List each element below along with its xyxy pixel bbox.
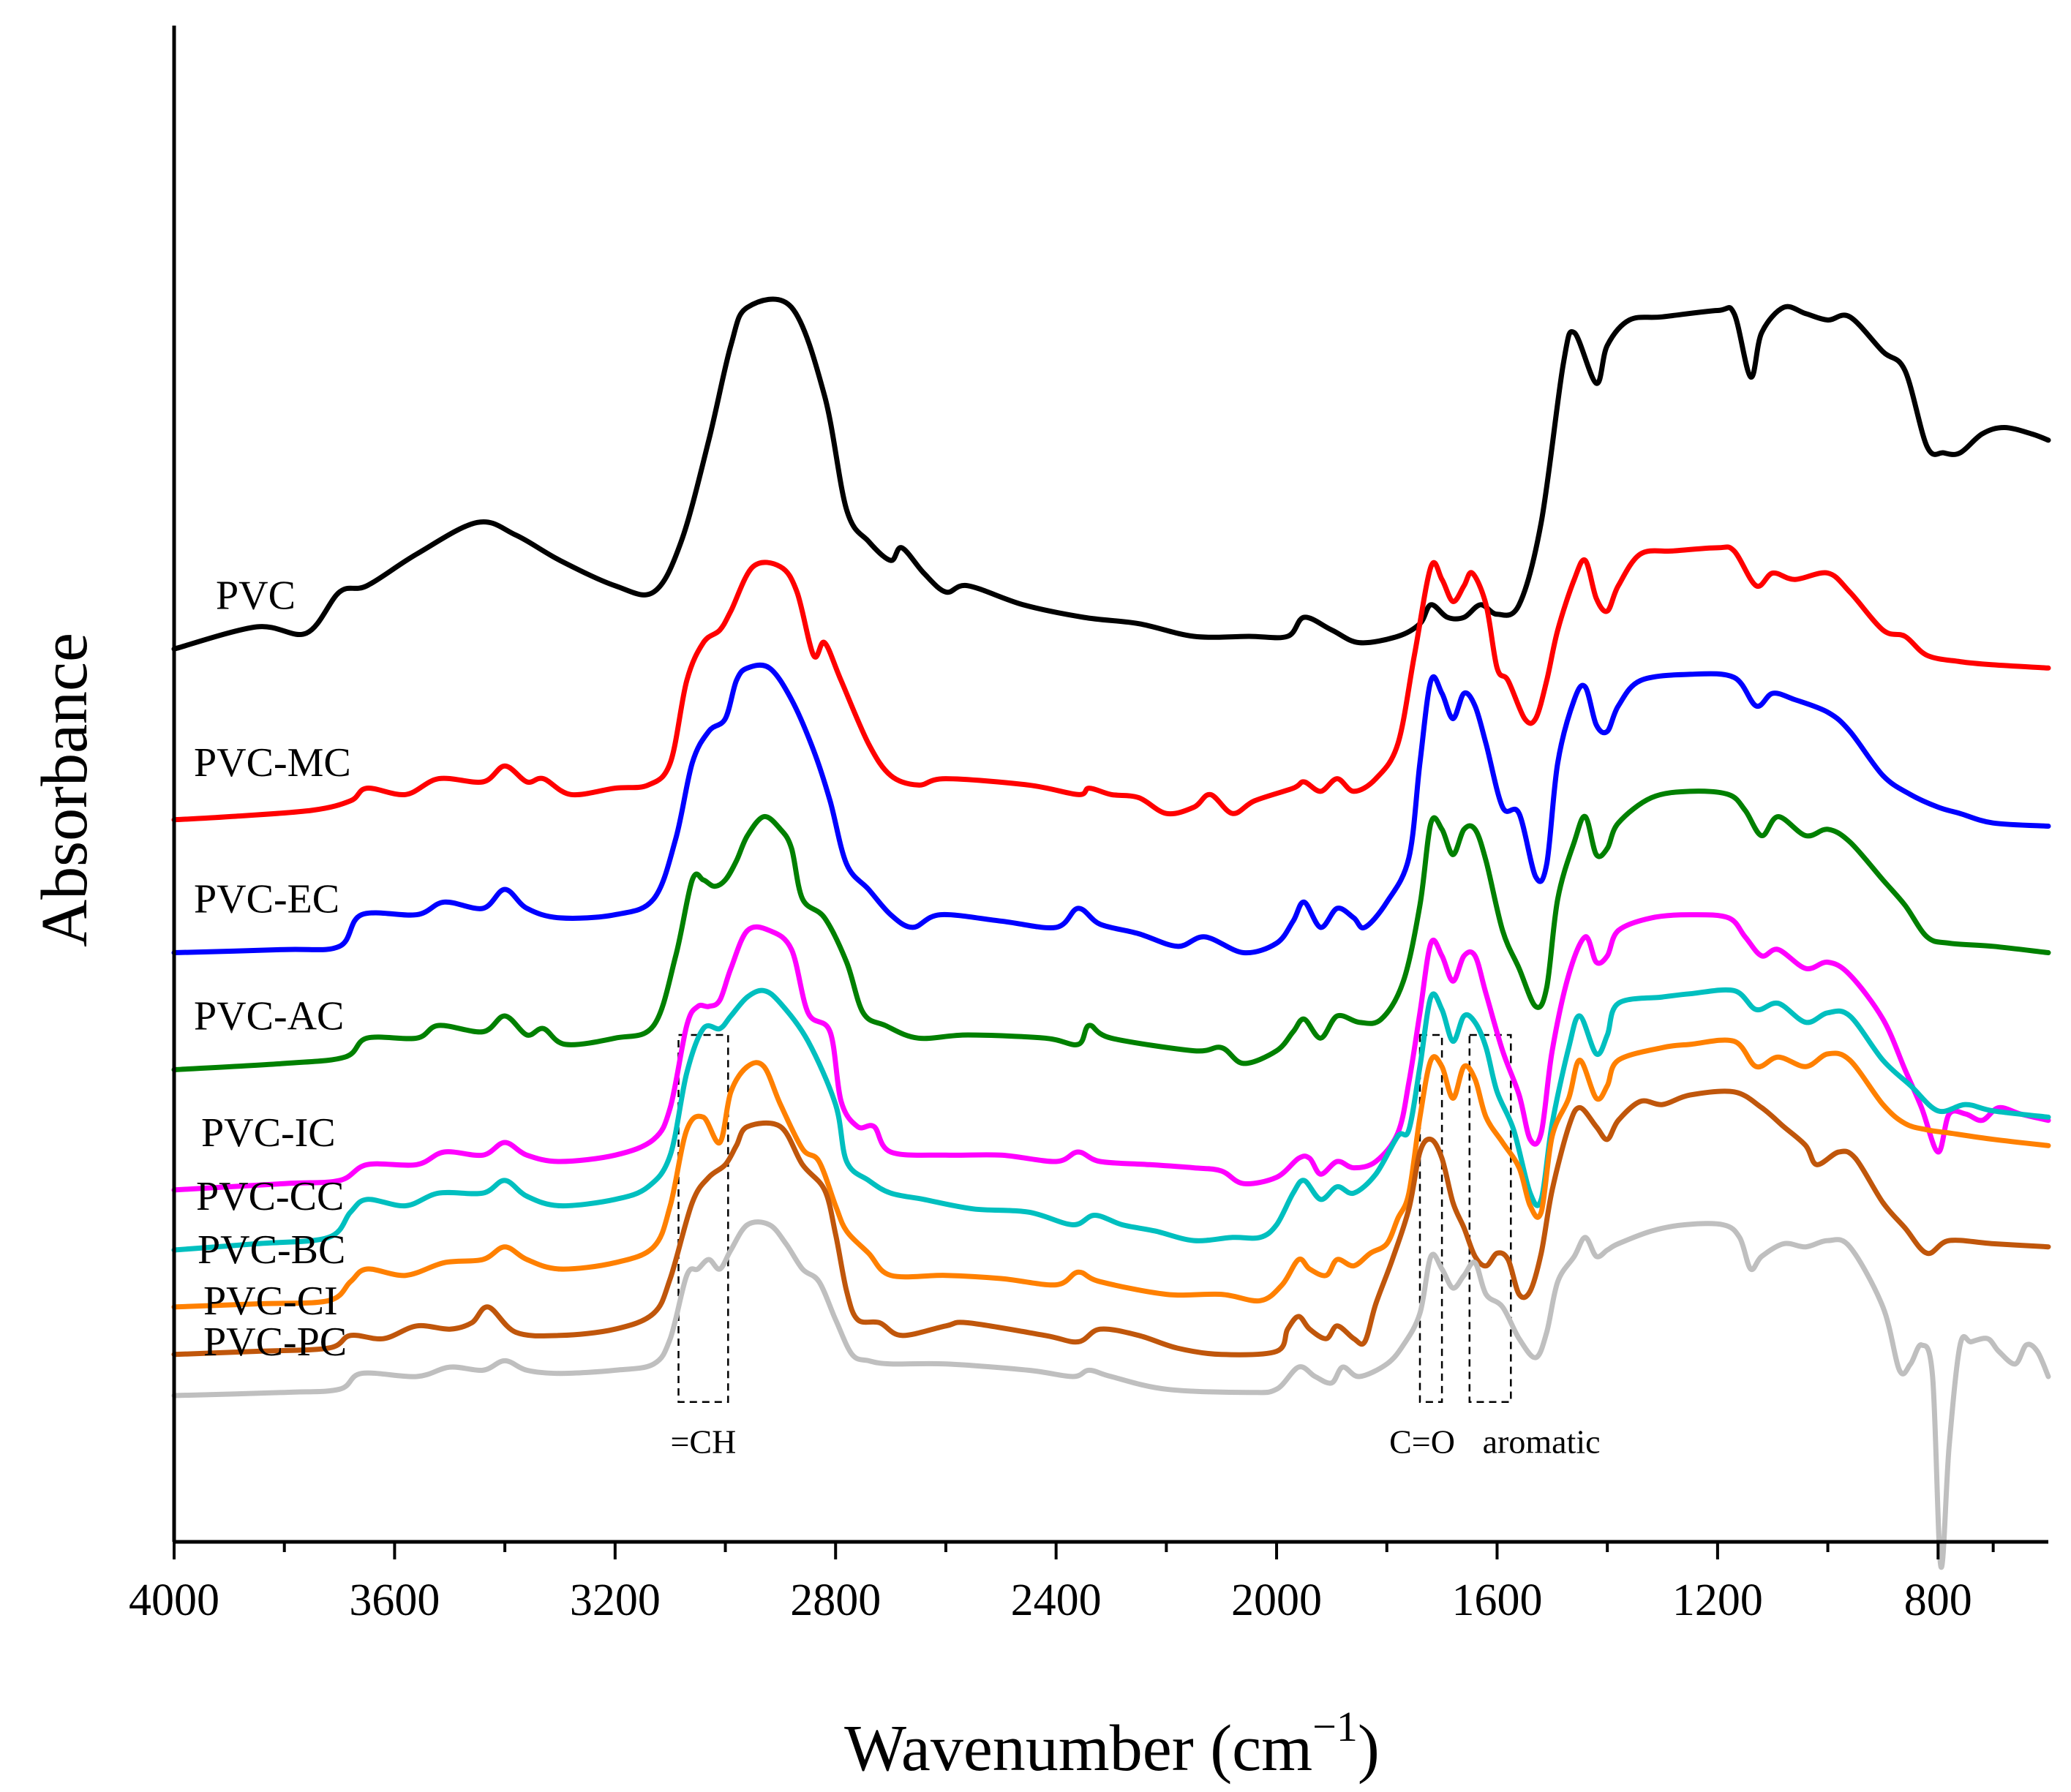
annotation-box-ch [677, 1034, 729, 1403]
series-label-pvc-ec: PVC-EC [194, 877, 339, 922]
x-tick-label: 1600 [1451, 1575, 1542, 1625]
x-tick-label: 800 [1904, 1575, 1972, 1625]
series-line-pvc-ec [171, 662, 2051, 956]
x-tick-label: 2800 [790, 1575, 881, 1625]
series-label-pvc-bc: PVC-BC [198, 1227, 345, 1273]
series-layer [171, 296, 2051, 1570]
series-label-pvc-ic: PVC-IC [201, 1110, 336, 1156]
y-axis-title: Absorbance [29, 633, 101, 947]
x-tick-label: 3600 [349, 1575, 440, 1625]
series-line-pvc-pc [171, 1219, 2051, 1570]
axes [172, 26, 2048, 1544]
x-axis-title-main: Wavenumber (cm [844, 1712, 1312, 1785]
annotation-box-aromatic [1468, 1034, 1512, 1403]
series-line-pvc-ac [171, 788, 2051, 1072]
x-axis-title-close: ) [1358, 1712, 1380, 1785]
x-axis-title: Wavenumber (cm−1) [844, 1703, 1380, 1785]
series-label-pvc-pc: PVC-PC [203, 1319, 347, 1365]
series-line-pvc-cc [171, 987, 2051, 1253]
series-line-pvc-bc [171, 1037, 2051, 1310]
series-label-pvc-ac: PVC-AC [194, 994, 344, 1039]
series-line-pvc-mc [171, 544, 2051, 823]
x-tick-label: 3200 [570, 1575, 661, 1625]
series-line-pvc [171, 296, 2051, 652]
annotation-label-c-o: C=O [1389, 1423, 1455, 1461]
series-label-pvc: PVC [216, 573, 296, 618]
x-tick-label: 2400 [1011, 1575, 1102, 1625]
x-tick-label: 2000 [1231, 1575, 1322, 1625]
series-labels: PVC PVC-MC PVC-EC PVC-AC PVC-IC PVC-CC PVC-BC P… [194, 573, 351, 1365]
series-label-pvc-ci: PVC-CI [203, 1279, 338, 1324]
annotation-layer: =CH C=O aromatic [670, 1034, 1601, 1461]
series-label-pvc-cc: PVC-CC [196, 1174, 344, 1219]
x-ticks: 4000 3600 3200 2800 2400 2000 1600 1200 800 [129, 1542, 1995, 1625]
annotation-label-ch: =CH [670, 1423, 736, 1461]
x-tick-label: 1200 [1672, 1575, 1763, 1625]
x-tick-label: 4000 [129, 1575, 219, 1625]
x-axis-title-superscript: −1 [1312, 1703, 1358, 1750]
annotation-label-aromatic: aromatic [1483, 1423, 1601, 1461]
series-line-pvc-ci [171, 1088, 2051, 1358]
series-label-pvc-mc: PVC-MC [194, 740, 351, 786]
annotation-box-c-o [1418, 1034, 1443, 1403]
series-line-pvc-ic [171, 912, 2051, 1193]
